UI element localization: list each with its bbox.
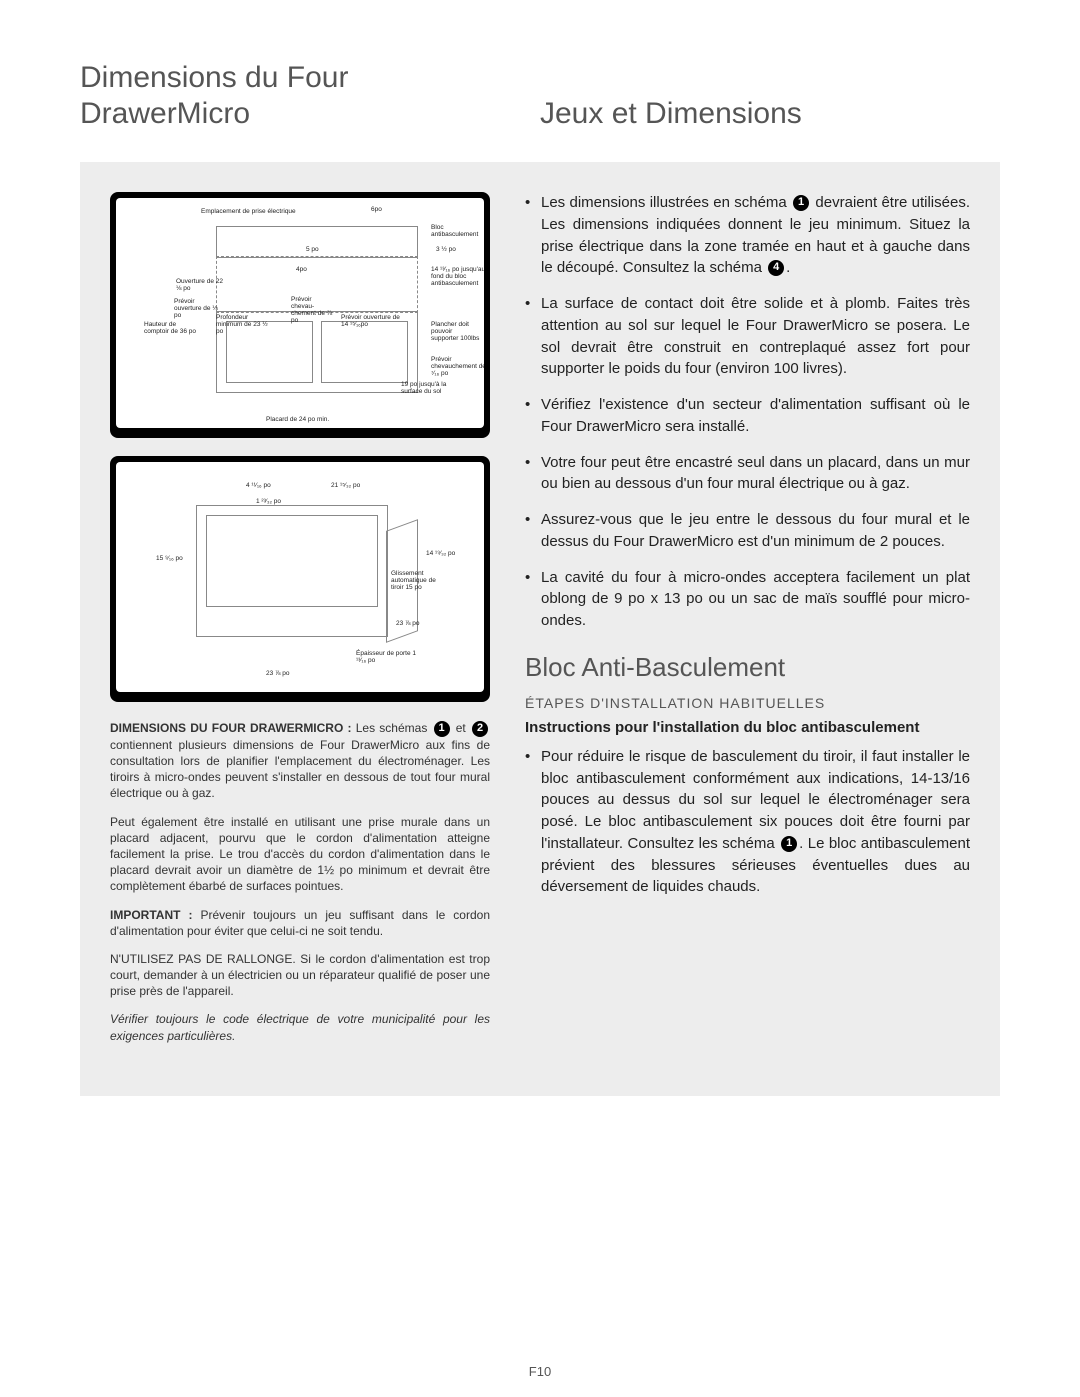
dim-open-provide: Prévoir ouverture de ⅛ po: [174, 298, 219, 319]
page: Dimensions du Four DrawerMicro Jeux et D…: [0, 0, 1080, 1397]
dim-opening: Ouverture de 22 ⅛ po: [176, 278, 226, 292]
header-row: Dimensions du Four DrawerMicro Jeux et D…: [80, 60, 1000, 132]
title-right: Jeux et Dimensions: [540, 96, 1000, 132]
caption-3: IMPORTANT : Prévenir toujours un jeu suf…: [110, 907, 490, 939]
dim-cabinet: Placard de 24 po min.: [266, 416, 329, 423]
header-right: Jeux et Dimensions: [540, 96, 1000, 132]
caption-1-prefix: DIMENSIONS DU FOUR DRAWERMICRO :: [110, 721, 352, 735]
bullet-item: Assurez-vous que le jeu entre le dessous…: [525, 509, 970, 553]
dim-six: 6po: [371, 206, 382, 213]
dim2-w23b: 23 ⅞ po: [396, 620, 420, 627]
dim-overlap2: Prévoir chevauchement de ⁷⁄₁₆ po: [431, 356, 484, 377]
dim2-h15: 15 ⁹⁄₁₆ po: [156, 555, 183, 562]
bullet-item: Les dimensions illustrées en schéma 1 de…: [525, 192, 970, 279]
antitip-list: Pour réduire le risque de basculement du…: [525, 746, 970, 898]
schema-1-frame: 1 schéma Emplacement de prise électrique…: [110, 192, 490, 438]
caption-2: Peut également être installé en utilisan…: [110, 814, 490, 895]
content-panel: 1 schéma Emplacement de prise électrique…: [80, 162, 1000, 1096]
dim2-w21: 21 ¹⁵⁄₃₂ po: [331, 482, 360, 489]
schema-2-diagram: 4 ¹¹⁄₁₆ po 21 ¹⁵⁄₃₂ po 1 ²³⁄₃₂ po 15 ⁹⁄₁…: [116, 462, 484, 692]
bullet-item: La surface de contact doit être solide e…: [525, 293, 970, 380]
steps-subhead: ÉTAPES D'INSTALLATION HABITUELLES: [525, 695, 970, 711]
antitip-bullet: Pour réduire le risque de basculement du…: [525, 746, 970, 898]
schema-2-frame: 2 schéma 4 ¹¹⁄₁₆ po 21 ¹⁵⁄₃₂ po 1 ²³⁄₃₂ …: [110, 456, 490, 702]
dim-three-half: 3 ½ po: [436, 246, 456, 253]
dim-four: 4po: [296, 266, 307, 273]
bullets-list: Les dimensions illustrées en schéma 1 de…: [525, 192, 970, 632]
dim2-h1: 1 ²³⁄₃₂ po: [256, 498, 281, 505]
anti-tip-heading: Bloc Anti-Basculement: [525, 652, 970, 683]
dim-to-floor: 14 ¹³⁄₁₆ po jusqu'au fond du bloc antiba…: [431, 266, 484, 287]
right-column: Les dimensions illustrées en schéma 1 de…: [525, 192, 970, 1056]
dim2-w23a: 23 ⅞ po: [266, 670, 290, 677]
bullet-item: Votre four peut être encastré seul dans …: [525, 452, 970, 496]
bullet-item: Vérifiez l'existence d'un secteur d'alim…: [525, 394, 970, 438]
caption-3-prefix: IMPORTANT :: [110, 908, 192, 922]
caption-4: N'UTILISEZ PAS DE RALLONGE. Si le cordon…: [110, 951, 490, 1000]
title-left: Dimensions du Four DrawerMicro: [80, 60, 480, 132]
diagram-2-art: 4 ¹¹⁄₁₆ po 21 ¹⁵⁄₃₂ po 1 ²³⁄₃₂ po 15 ⁹⁄₁…: [156, 470, 476, 684]
caption-5: Vérifier toujours le code électrique de …: [110, 1011, 490, 1043]
caption-1: DIMENSIONS DU FOUR DRAWERMICRO : Les sch…: [110, 720, 490, 802]
dim-counter-h: Hauteur de comptoir de 36 po: [144, 321, 199, 335]
dim-outlet: Emplacement de prise électrique: [201, 208, 296, 215]
dim2-door: Épaisseur de porte 1 ¹³⁄₁₆ po: [356, 650, 416, 664]
header-left: Dimensions du Four DrawerMicro: [80, 60, 480, 132]
bullet-item: La cavité du four à micro-ondes accepter…: [525, 567, 970, 632]
dim-overlap1: Prévoir chevau-chement de ⅞ po: [291, 296, 336, 325]
left-column: 1 schéma Emplacement de prise électrique…: [110, 192, 490, 1056]
dim-nineteen: 19 po jusqu'à la surface du sol: [401, 381, 451, 395]
dim-five: 5 po: [306, 246, 319, 253]
instr-title: Instructions pour l'installation du bloc…: [525, 719, 970, 736]
dim-depth: Profondeur minimum de 23 ½ po: [216, 314, 271, 335]
dim2-slide: Glissement automatique de tiroir 15 po: [391, 570, 446, 591]
caption-5-text: Vérifier toujours le code électrique de …: [110, 1012, 490, 1042]
diagram-1-art: Emplacement de prise électrique 6po Bloc…: [156, 206, 476, 420]
dim-floor: Plancher doit pouvoir supporter 100lbs: [431, 321, 481, 342]
dim-antitip: Bloc antibasculement: [431, 224, 478, 238]
schema-1-diagram: Emplacement de prise électrique 6po Bloc…: [116, 198, 484, 428]
dim2-d14: 14 ¹⁹⁄₃₂ po: [426, 550, 455, 557]
dim2-wtop: 4 ¹¹⁄₁₆ po: [246, 482, 271, 489]
page-number: F10: [0, 1364, 1080, 1379]
dim-open14: Prévoir ouverture de 14 ¹⁵⁄₁₆po: [341, 314, 401, 328]
